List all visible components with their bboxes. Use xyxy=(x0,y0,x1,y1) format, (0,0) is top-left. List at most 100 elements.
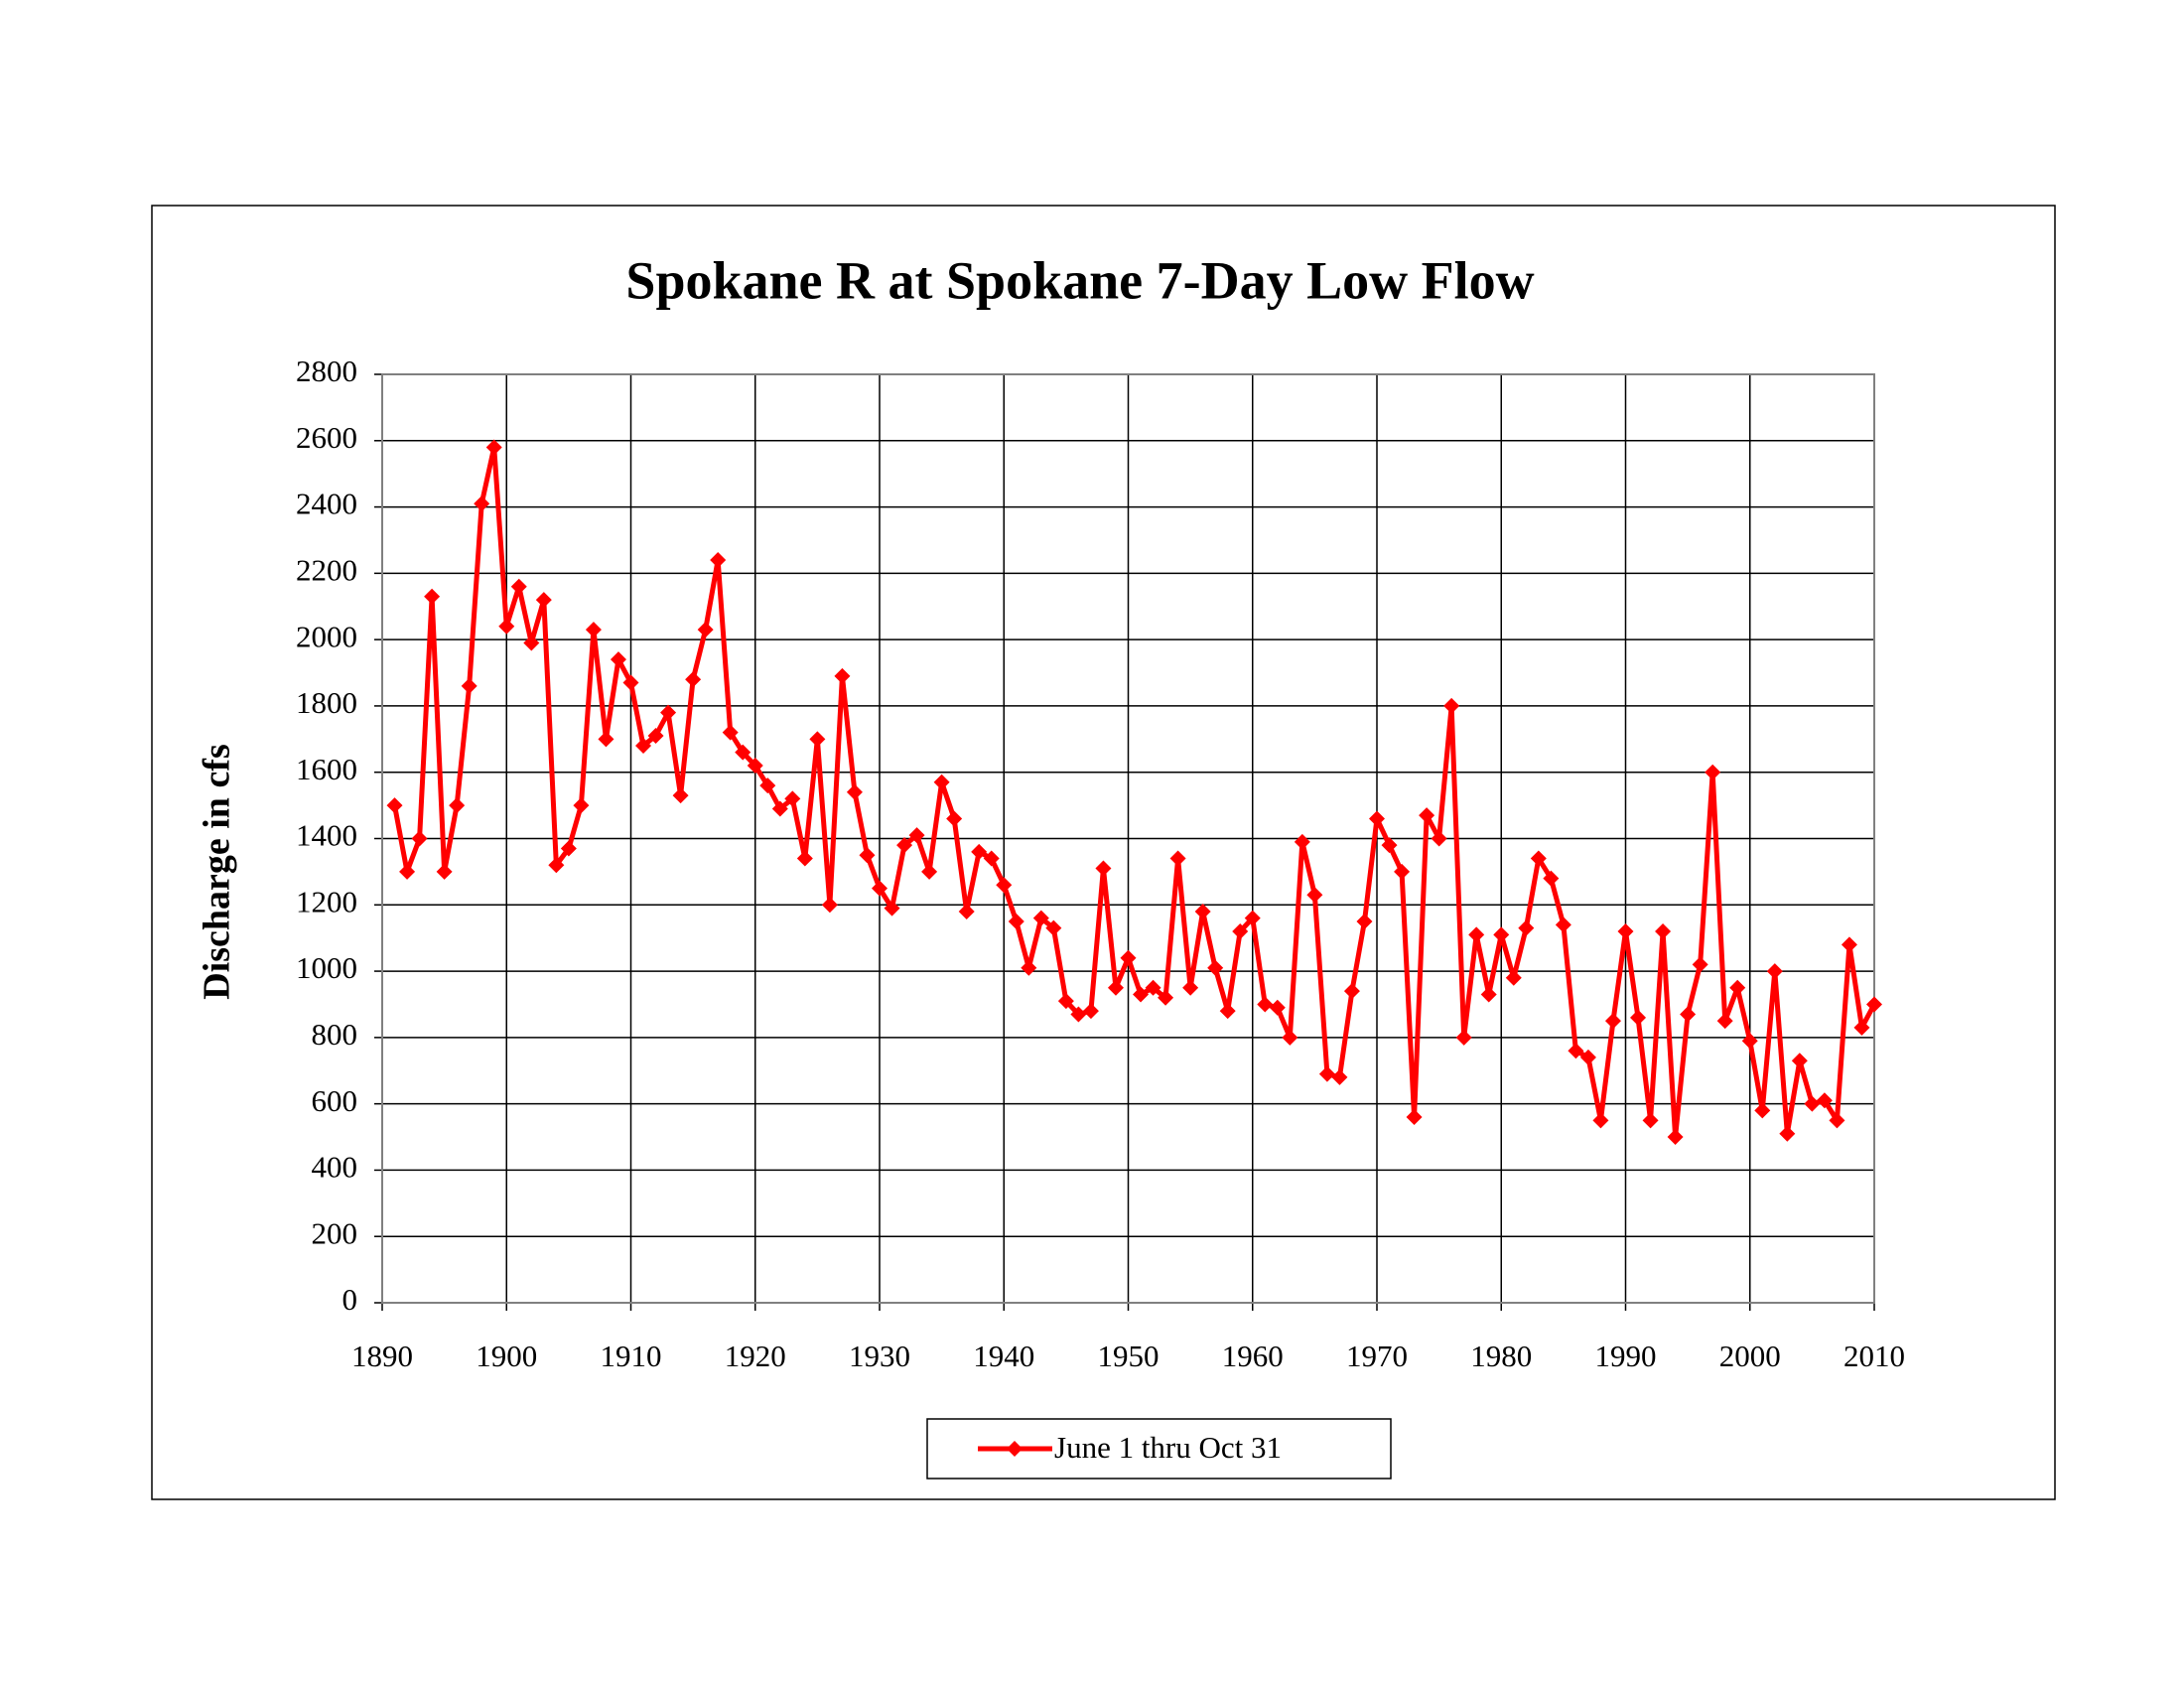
data-point xyxy=(809,731,826,748)
y-tick-label: 0 xyxy=(342,1282,358,1317)
data-point xyxy=(1045,919,1062,936)
data-point xyxy=(598,731,614,748)
data-point xyxy=(1655,923,1672,939)
data-point xyxy=(548,857,565,874)
data-point xyxy=(697,622,714,638)
data-point xyxy=(1680,1006,1697,1023)
data-point xyxy=(722,724,739,741)
data-point xyxy=(1505,969,1522,986)
data-point xyxy=(921,863,938,880)
data-point xyxy=(1318,1065,1335,1082)
y-axis-label: Discharge in cfs xyxy=(197,744,238,1000)
data-point xyxy=(1579,1049,1596,1065)
data-point xyxy=(933,774,950,790)
data-point xyxy=(1369,810,1385,827)
data-point xyxy=(908,827,925,844)
data-point xyxy=(647,727,664,744)
data-point xyxy=(796,850,813,867)
x-tick-label: 1990 xyxy=(1595,1339,1657,1373)
data-point xyxy=(1232,923,1249,939)
data-point xyxy=(1543,870,1560,887)
data-point xyxy=(1120,949,1137,966)
data-point xyxy=(1468,926,1485,943)
data-point xyxy=(573,797,590,814)
y-tick-label: 2200 xyxy=(296,552,357,587)
data-point xyxy=(1741,1033,1758,1050)
data-point xyxy=(622,674,639,691)
y-tick-label: 400 xyxy=(312,1150,358,1185)
data-point xyxy=(1095,860,1112,877)
data-point xyxy=(1145,979,1161,996)
chart-title: Spokane R at Spokane 7-Day Low Flow xyxy=(625,250,1534,310)
data-point xyxy=(1294,833,1310,850)
data-point xyxy=(884,900,900,917)
plot xyxy=(386,439,1882,1146)
data-point xyxy=(859,847,876,864)
data-point xyxy=(635,738,652,754)
x-tick-label: 2010 xyxy=(1843,1339,1905,1373)
data-point xyxy=(1829,1112,1845,1129)
y-tick-label: 2600 xyxy=(296,420,357,455)
data-point xyxy=(872,880,887,897)
data-point xyxy=(747,758,763,775)
data-point xyxy=(771,800,788,817)
data-point xyxy=(784,790,801,807)
data-point xyxy=(1306,887,1323,904)
legend-label: June 1 thru Oct 31 xyxy=(1054,1430,1282,1465)
x-tick-label: 1910 xyxy=(601,1339,662,1373)
y-tick-label: 1400 xyxy=(296,818,357,853)
x-tick-label: 1940 xyxy=(973,1339,1034,1373)
data-point xyxy=(1555,917,1571,933)
data-point xyxy=(1169,850,1186,867)
data-point xyxy=(1841,936,1857,953)
data-point xyxy=(1182,979,1199,996)
y-tick-label: 2000 xyxy=(296,619,357,653)
data-point xyxy=(585,622,602,638)
x-tick-label: 1920 xyxy=(725,1339,786,1373)
data-point xyxy=(485,439,502,456)
y-tick-label: 1600 xyxy=(296,752,357,786)
x-tick-label: 1980 xyxy=(1470,1339,1532,1373)
data-point xyxy=(411,830,428,847)
x-tick-label: 1930 xyxy=(849,1339,910,1373)
data-point xyxy=(1356,913,1373,929)
data-point xyxy=(461,677,478,694)
data-point xyxy=(1282,1029,1298,1046)
data-point xyxy=(1493,926,1510,943)
data-point xyxy=(1082,1003,1099,1020)
data-point xyxy=(735,744,751,761)
plot-border xyxy=(381,373,1875,1304)
data-point xyxy=(498,618,515,635)
data-point xyxy=(1419,807,1435,824)
y-tick-label: 800 xyxy=(312,1017,358,1052)
data-point xyxy=(946,810,963,827)
data-point xyxy=(510,578,527,595)
data-point xyxy=(399,863,416,880)
data-point xyxy=(971,843,988,860)
y-tick-label: 1000 xyxy=(296,950,357,985)
data-point xyxy=(685,671,702,688)
x-tick-label: 1950 xyxy=(1098,1339,1160,1373)
y-tick-label: 200 xyxy=(312,1215,358,1250)
data-point xyxy=(1021,959,1037,976)
data-point xyxy=(523,635,540,651)
chart-border xyxy=(151,205,2056,1500)
legend-marker xyxy=(1007,1441,1023,1457)
data-point xyxy=(474,495,490,512)
data-point xyxy=(1568,1043,1584,1059)
data-point xyxy=(1008,913,1024,929)
data-point xyxy=(1592,1112,1609,1129)
data-point xyxy=(1816,1092,1833,1109)
data-point xyxy=(1431,830,1447,847)
data-point xyxy=(1729,979,1746,996)
series-line xyxy=(392,444,1877,1140)
data-point xyxy=(846,783,863,800)
data-point xyxy=(1866,996,1882,1013)
data-point xyxy=(449,797,466,814)
data-point xyxy=(424,588,441,605)
data-point xyxy=(983,850,1000,867)
x-tick-label: 1960 xyxy=(1222,1339,1284,1373)
data-point xyxy=(1194,903,1211,919)
data-point xyxy=(1133,986,1150,1003)
